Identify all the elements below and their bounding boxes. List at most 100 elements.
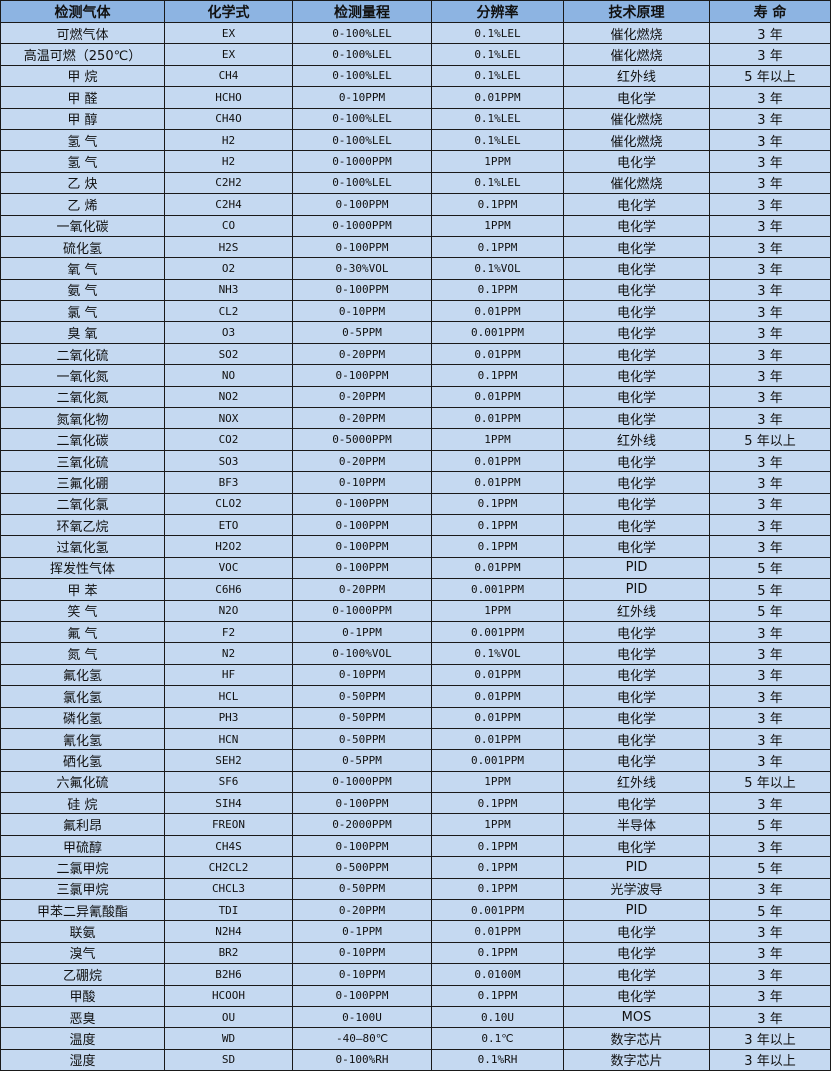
- cell-formula: NO2: [164, 385, 293, 409]
- cell-range: 0-5PPM: [292, 321, 432, 344]
- cell-range: 0-100PPM: [292, 513, 432, 537]
- cell-lifespan: 3 年: [709, 727, 831, 751]
- cell-gas: 可燃气体: [0, 21, 165, 45]
- table-row: 氟利昂 FREON 0-2000PPM 1PPM 半导体 5 年: [0, 813, 831, 836]
- cell-formula: EX: [164, 21, 293, 45]
- cell-range: 0-50PPM: [292, 877, 432, 901]
- cell-lifespan: 5 年: [709, 899, 831, 922]
- cell-gas: 高温可燃（250℃）: [0, 43, 165, 66]
- cell-resolution: 0.1PPM: [431, 235, 564, 259]
- cell-formula: SEH2: [164, 749, 293, 772]
- cell-formula: NO: [164, 364, 293, 387]
- cell-lifespan: 5 年: [709, 813, 831, 836]
- cell-gas: 六氟化硫: [0, 770, 165, 794]
- cell-range: 0-10PPM: [292, 963, 432, 986]
- cell-formula: CL2: [164, 300, 293, 323]
- cell-lifespan: 3 年: [709, 920, 831, 943]
- cell-formula: EX: [164, 43, 293, 66]
- cell-formula: O3: [164, 321, 293, 344]
- cell-principle: 红外线: [563, 428, 710, 451]
- cell-lifespan: 3 年: [709, 834, 831, 858]
- cell-principle: 电化学: [563, 792, 710, 815]
- cell-gas: 氧 气: [0, 257, 165, 280]
- table-row: 氨 气 NH3 0-100PPM 0.1PPM 电化学 3 年: [0, 278, 831, 302]
- cell-gas: 氰化氢: [0, 727, 165, 751]
- cell-resolution: 0.01PPM: [431, 300, 564, 323]
- cell-range: 0-20PPM: [292, 342, 432, 366]
- cell-resolution: 0.0100M: [431, 963, 564, 986]
- cell-resolution: 1PPM: [431, 214, 564, 237]
- cell-range: 0-100%LEL: [292, 43, 432, 66]
- cell-range: 0-100%LEL: [292, 64, 432, 88]
- cell-lifespan: 3 年: [709, 792, 831, 815]
- cell-range: 0-30%VOL: [292, 257, 432, 280]
- cell-formula: WD: [164, 1027, 293, 1050]
- cell-lifespan: 3 年: [709, 407, 831, 430]
- table-row: 高温可燃（250℃） EX 0-100%LEL 0.1%LEL 催化燃烧 3 年: [0, 43, 831, 66]
- cell-gas: 环氧乙烷: [0, 513, 165, 537]
- cell-principle: 红外线: [563, 599, 710, 622]
- cell-lifespan: 3 年: [709, 663, 831, 687]
- table-row: 二氧化氮 NO2 0-20PPM 0.01PPM 电化学 3 年: [0, 385, 831, 409]
- cell-gas: 笑 气: [0, 599, 165, 622]
- table-row: 三氟化硼 BF3 0-10PPM 0.01PPM 电化学 3 年: [0, 471, 831, 494]
- cell-principle: 电化学: [563, 642, 710, 665]
- cell-range: 0-10PPM: [292, 941, 432, 965]
- cell-lifespan: 3 年: [709, 193, 831, 216]
- cell-resolution: 0.1%LEL: [431, 43, 564, 66]
- table-row: 三氯甲烷 CHCL3 0-50PPM 0.1PPM 光学波导 3 年: [0, 877, 831, 901]
- cell-range: 0-5000PPM: [292, 428, 432, 451]
- cell-principle: 红外线: [563, 770, 710, 794]
- cell-gas: 甲苯二异氰酸酯: [0, 899, 165, 922]
- header-range: 检测量程: [292, 0, 432, 23]
- cell-resolution: 0.01PPM: [431, 920, 564, 943]
- cell-principle: 电化学: [563, 214, 710, 237]
- table-row: 甲 烷 CH4 0-100%LEL 0.1%LEL 红外线 5 年以上: [0, 64, 831, 88]
- cell-formula: N2O: [164, 599, 293, 622]
- cell-gas: 二氯甲烷: [0, 856, 165, 879]
- table-row: 联氨 N2H4 0-1PPM 0.01PPM 电化学 3 年: [0, 920, 831, 943]
- cell-resolution: 1PPM: [431, 770, 564, 794]
- cell-resolution: 0.01PPM: [431, 342, 564, 366]
- table-row: 湿度 SD 0-100%RH 0.1%RH 数字芯片 3 年以上: [0, 1048, 831, 1072]
- cell-range: 0-1000PPM: [292, 150, 432, 173]
- table-row: 氢 气 H2 0-100%LEL 0.1%LEL 催化燃烧 3 年: [0, 128, 831, 152]
- cell-range: 0-100%LEL: [292, 21, 432, 45]
- cell-principle: 电化学: [563, 963, 710, 986]
- cell-range: 0-100PPM: [292, 535, 432, 558]
- cell-resolution: 1PPM: [431, 813, 564, 836]
- table-row: 氮 气 N2 0-100%VOL 0.1%VOL 电化学 3 年: [0, 642, 831, 665]
- cell-gas: 氯 气: [0, 300, 165, 323]
- cell-lifespan: 3 年: [709, 257, 831, 280]
- table-row: 挥发性气体 VOC 0-100PPM 0.01PPM PID 5 年: [0, 556, 831, 580]
- cell-range: 0-100%VOL: [292, 642, 432, 665]
- table-row: 氰化氢 HCN 0-50PPM 0.01PPM 电化学 3 年: [0, 727, 831, 751]
- cell-lifespan: 3 年: [709, 706, 831, 729]
- cell-lifespan: 3 年: [709, 963, 831, 986]
- cell-principle: 电化学: [563, 492, 710, 515]
- header-lifespan: 寿 命: [709, 0, 831, 23]
- cell-principle: 电化学: [563, 278, 710, 302]
- cell-resolution: 0.1PPM: [431, 941, 564, 965]
- cell-gas: 氟利昂: [0, 813, 165, 836]
- cell-formula: OU: [164, 1005, 293, 1029]
- cell-gas: 硒化氢: [0, 749, 165, 772]
- cell-resolution: 0.01PPM: [431, 706, 564, 729]
- cell-formula: CH4O: [164, 107, 293, 130]
- cell-lifespan: 3 年: [709, 150, 831, 173]
- cell-lifespan: 3 年: [709, 107, 831, 130]
- cell-formula: CO: [164, 214, 293, 237]
- cell-formula: NH3: [164, 278, 293, 302]
- cell-range: 0-50PPM: [292, 685, 432, 708]
- table-row: 溴气 BR2 0-10PPM 0.1PPM 电化学 3 年: [0, 941, 831, 965]
- cell-range: 0-1PPM: [292, 920, 432, 943]
- cell-resolution: 0.01PPM: [431, 449, 564, 473]
- cell-range: 0-100U: [292, 1005, 432, 1029]
- table-row: 二氧化硫 SO2 0-20PPM 0.01PPM 电化学 3 年: [0, 342, 831, 366]
- table-row: 硅 烷 SIH4 0-100PPM 0.1PPM 电化学 3 年: [0, 792, 831, 815]
- cell-lifespan: 3 年: [709, 300, 831, 323]
- cell-principle: 红外线: [563, 64, 710, 88]
- cell-range: 0-500PPM: [292, 856, 432, 879]
- cell-resolution: 0.1PPM: [431, 877, 564, 901]
- cell-lifespan: 3 年: [709, 278, 831, 302]
